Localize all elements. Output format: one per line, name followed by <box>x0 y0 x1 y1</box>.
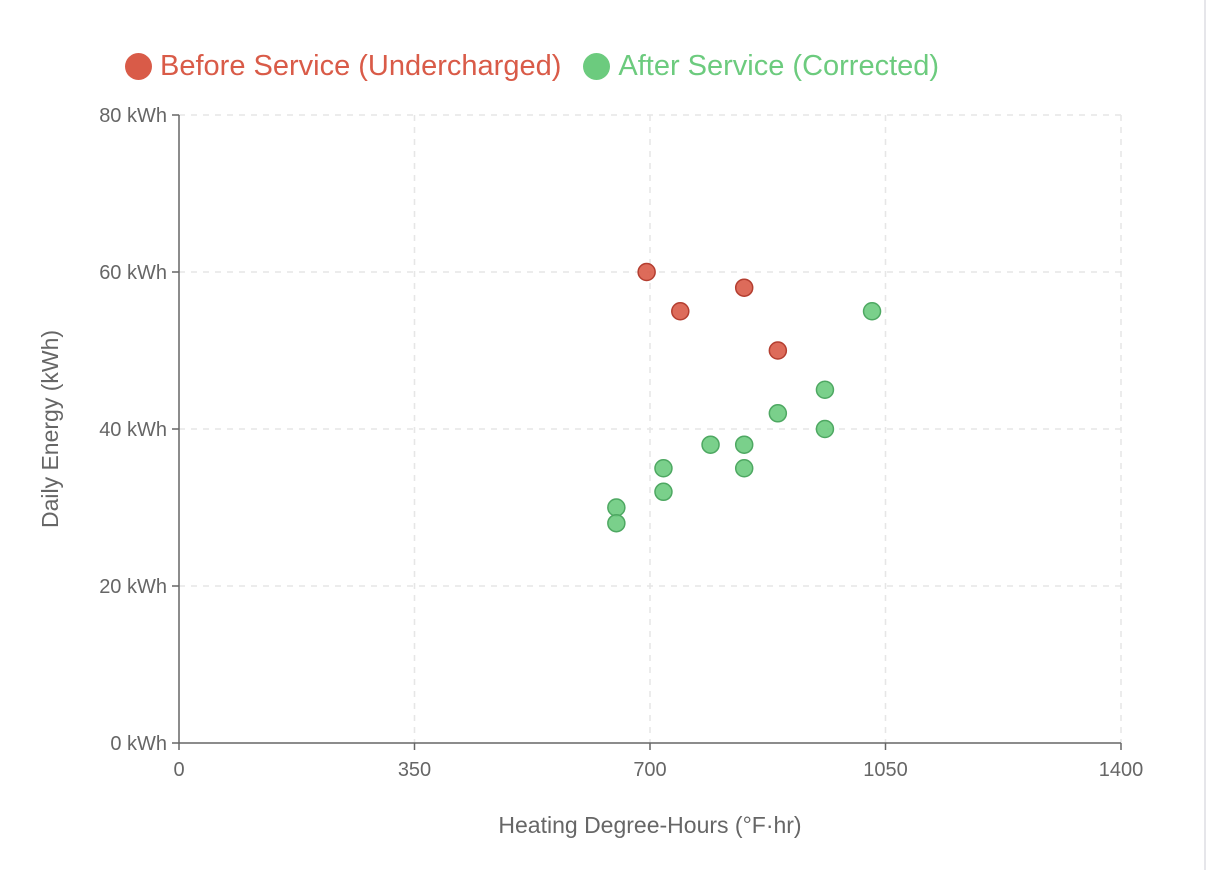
data-point-after <box>654 482 673 502</box>
data-point-before <box>637 262 656 282</box>
x-tick-label: 350 <box>398 759 431 781</box>
x-tick-label: 0 <box>173 759 184 781</box>
legend-item-after-service[interactable]: After Service (Corrected) <box>583 50 939 83</box>
data-points <box>607 262 882 533</box>
data-point-after <box>607 513 626 533</box>
y-tick-label: 40 kWh <box>99 419 167 441</box>
data-point-after <box>862 302 882 321</box>
x-axis-label: Heating Degree-Hours (°F·hr) <box>498 812 801 838</box>
data-point-after <box>734 459 754 478</box>
legend-item-before-service[interactable]: Before Service (Undercharged) <box>125 50 561 83</box>
data-point-before <box>671 302 690 321</box>
axes: 0 kWh 20 kWh 40 kWh 60 kWh 80 kWh 0 350 700 1050… <box>99 105 1143 781</box>
legend-marker-before-icon <box>125 53 152 80</box>
legend-marker-after-icon <box>583 53 611 80</box>
data-point-after <box>815 419 835 439</box>
data-point-after <box>815 380 835 399</box>
data-point-before <box>734 278 754 297</box>
data-point-after <box>654 459 673 478</box>
legend-label-after: After Service (Corrected) <box>618 50 940 82</box>
y-axis-label: Daily Energy (kWh) <box>37 330 63 528</box>
y-tick-label: 20 kWh <box>99 576 167 598</box>
data-point-after <box>734 435 754 454</box>
x-tick-label: 700 <box>633 759 666 781</box>
grid-lines <box>179 114 1122 743</box>
chart-legend: Before Service (Undercharged) After Serv… <box>125 50 939 83</box>
y-tick-label: 80 kWh <box>99 105 167 127</box>
data-point-before <box>768 341 788 360</box>
x-tick-label: 1050 <box>863 759 908 781</box>
panel-right-border <box>1204 0 1206 870</box>
data-point-after <box>607 498 626 517</box>
data-point-after <box>701 435 720 454</box>
data-point-after <box>768 404 788 423</box>
x-tick-label: 1400 <box>1099 759 1144 781</box>
y-tick-label: 60 kWh <box>99 262 167 284</box>
legend-label-before: Before Service (Undercharged) <box>160 50 562 82</box>
y-tick-label: 0 kWh <box>110 733 167 755</box>
